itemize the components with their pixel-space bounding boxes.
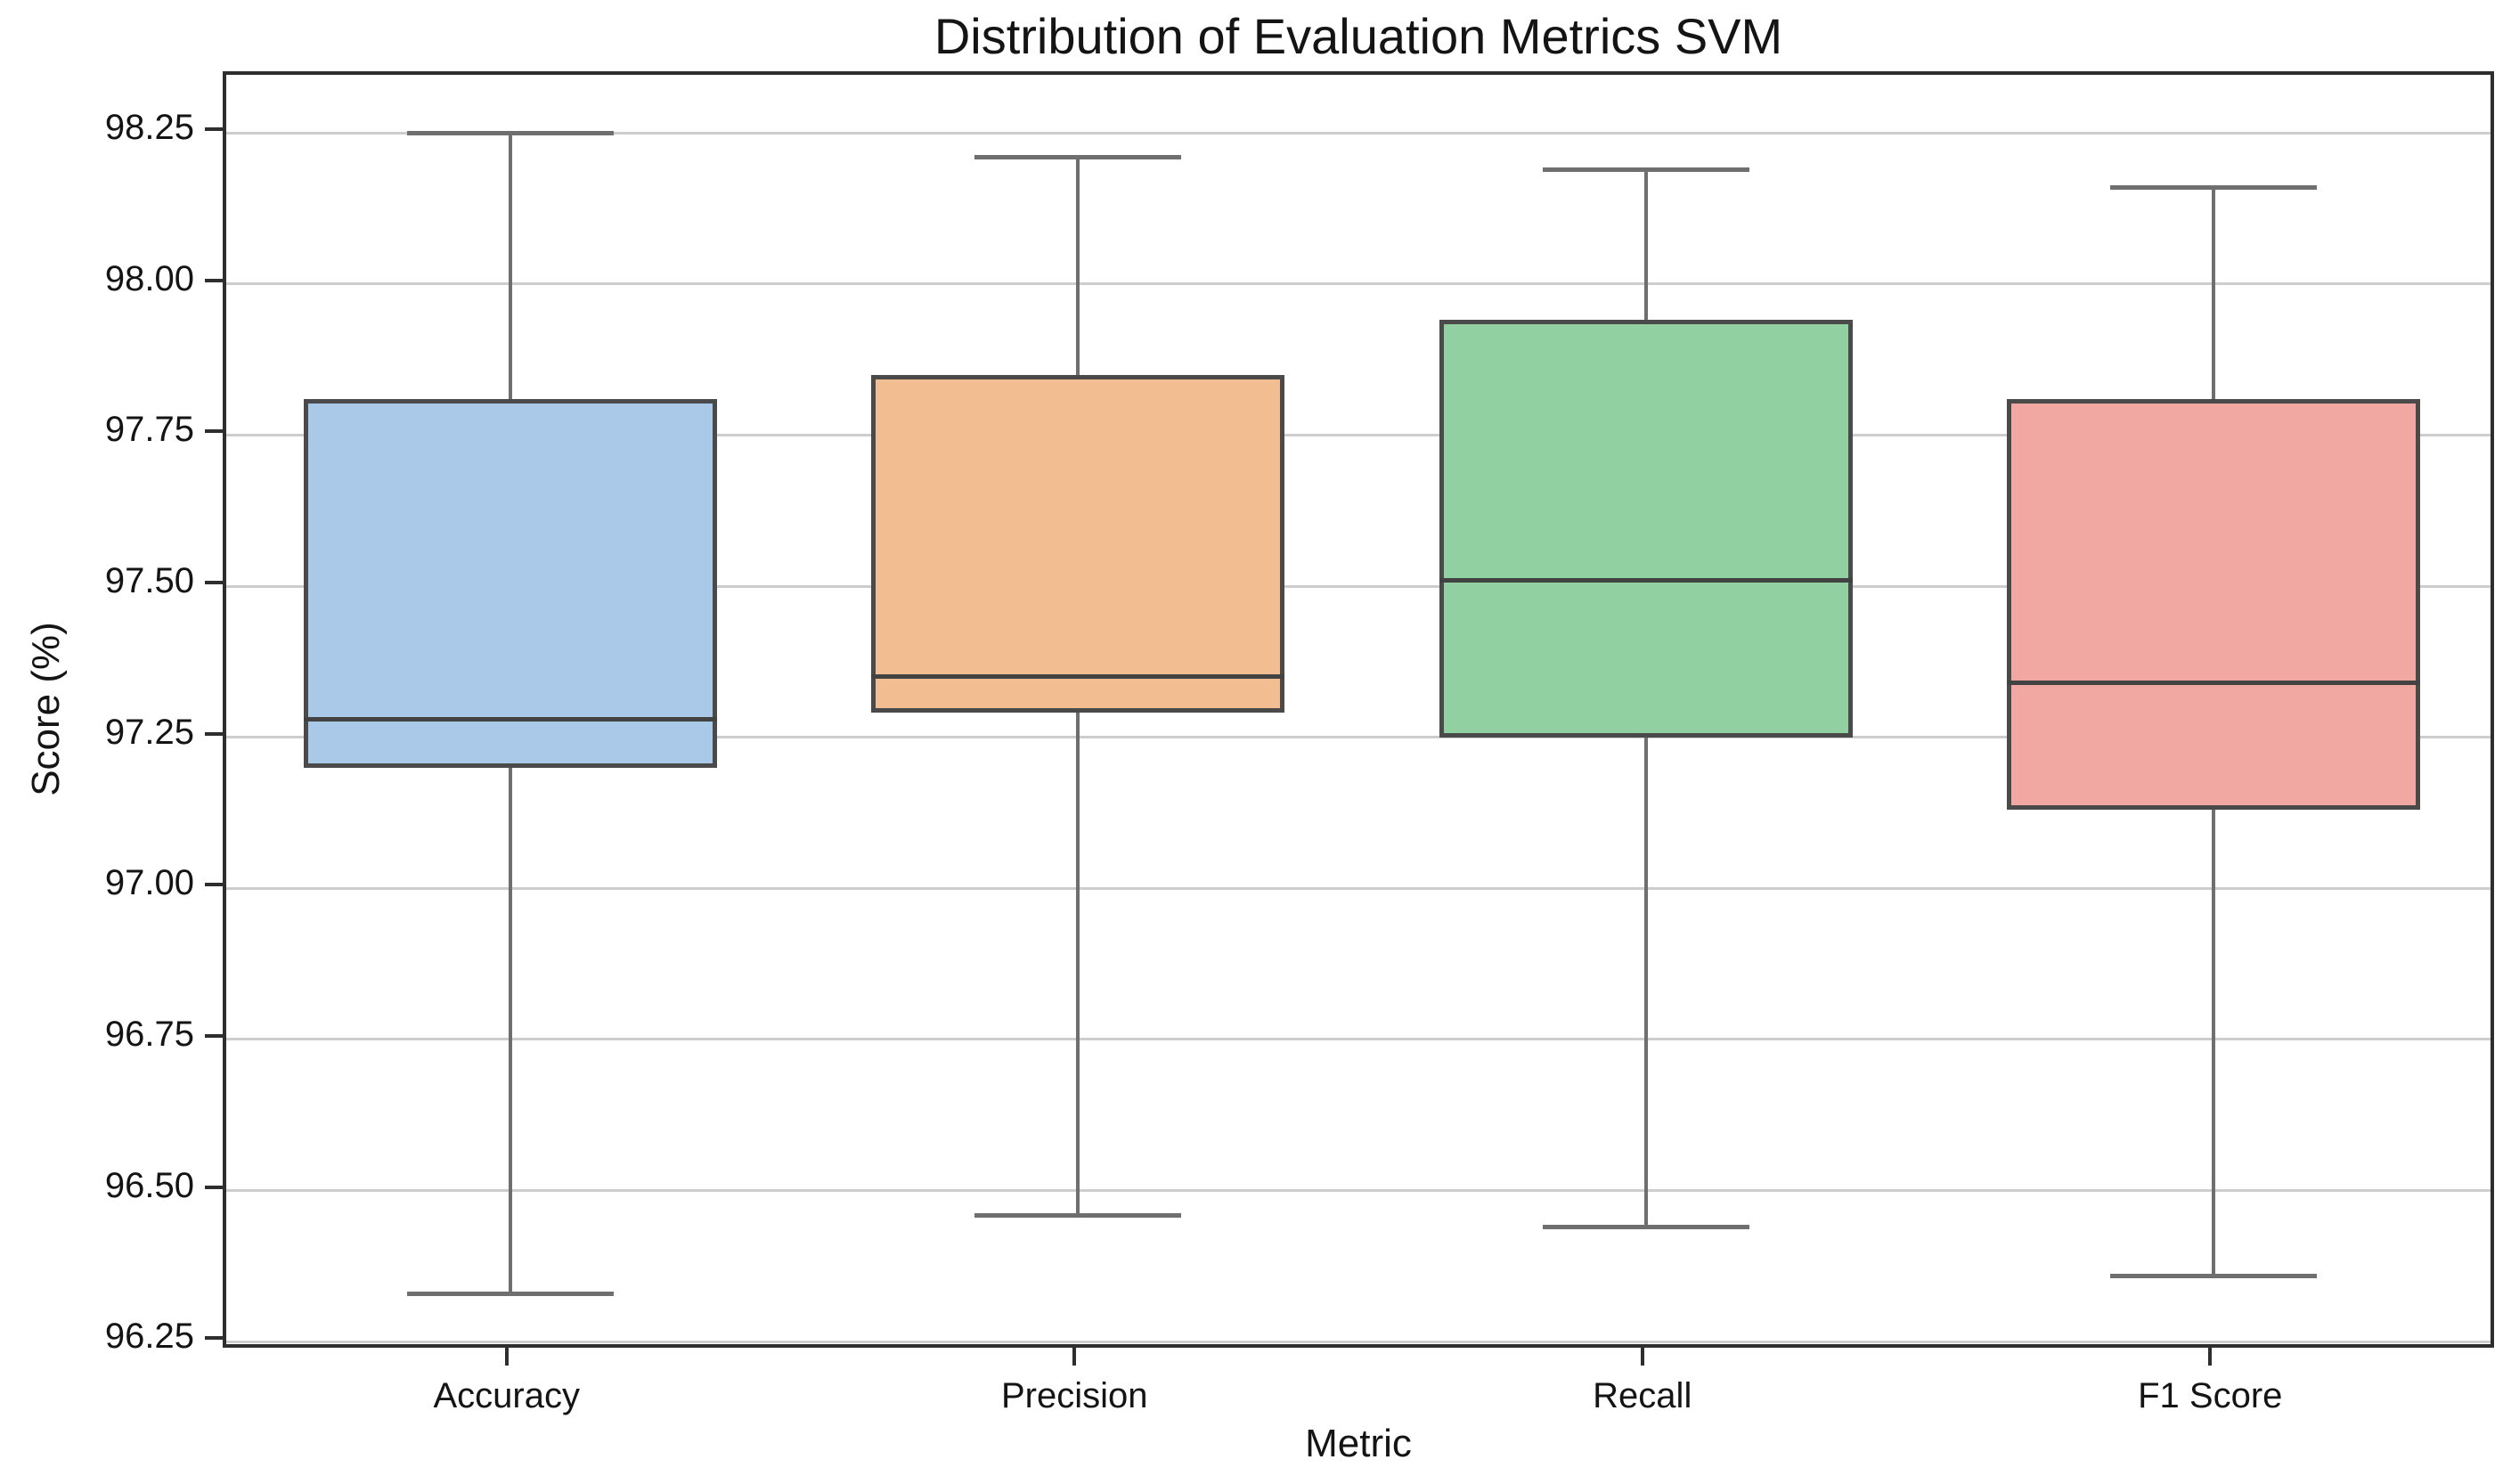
box (2007, 398, 2421, 811)
gridline (226, 1340, 2491, 1343)
x-tick (1640, 1348, 1644, 1366)
x-tick-label: F1 Score (2138, 1376, 2283, 1415)
box (303, 398, 717, 768)
y-tick (205, 883, 223, 887)
box (871, 374, 1285, 713)
y-tick (205, 1185, 223, 1189)
whisker-cap-bottom (974, 1212, 1182, 1218)
y-axis-label: Score (%) (24, 622, 68, 796)
plot-area (223, 71, 2494, 1348)
median-line (2007, 681, 2421, 686)
y-tick-label: 97.25 (104, 712, 194, 752)
median-line (871, 674, 1285, 680)
median-line (1439, 577, 1853, 583)
y-tick (205, 1336, 223, 1341)
gridline (226, 886, 2491, 890)
y-tick-label: 96.50 (104, 1165, 194, 1205)
y-tick-label: 97.50 (104, 561, 194, 600)
gridline (226, 736, 2491, 739)
whisker-cap-bottom (406, 1291, 614, 1296)
x-tick (504, 1348, 509, 1366)
x-tick-label: Recall (1593, 1376, 1692, 1415)
x-tick (1072, 1348, 1077, 1366)
median-line (303, 716, 717, 722)
box (1439, 320, 1853, 738)
y-tick-label: 97.75 (104, 410, 194, 450)
x-tick-label: Accuracy (433, 1376, 581, 1415)
x-axis-label: Metric (1305, 1422, 1412, 1465)
y-tick (205, 278, 223, 282)
whisker-cap-bottom (1542, 1225, 1749, 1230)
y-tick-label: 96.25 (104, 1317, 194, 1357)
whisker-cap-top (974, 155, 1182, 160)
x-tick-label: Precision (1000, 1376, 1148, 1415)
x-tick (2208, 1348, 2213, 1366)
whisker-cap-top (406, 131, 614, 136)
y-tick (205, 127, 223, 132)
gridline (226, 433, 2491, 436)
gridline (226, 1038, 2491, 1041)
gridline (226, 584, 2491, 588)
whisker-cap-top (2110, 185, 2318, 191)
y-tick (205, 731, 223, 736)
chart-title: Distribution of Evaluation Metrics SVM (933, 8, 1783, 64)
y-tick-label: 98.00 (104, 258, 194, 298)
whisker-cap-top (1542, 167, 1749, 172)
gridline (226, 282, 2491, 286)
y-tick-label: 97.00 (104, 863, 194, 903)
whisker-cap-bottom (2110, 1273, 2318, 1278)
y-tick-label: 98.25 (104, 108, 194, 148)
gridline (226, 131, 2491, 135)
y-tick-label: 96.75 (104, 1014, 194, 1054)
y-tick (205, 581, 223, 584)
gridline (226, 1189, 2491, 1193)
y-tick (205, 1033, 223, 1038)
y-tick (205, 429, 223, 434)
